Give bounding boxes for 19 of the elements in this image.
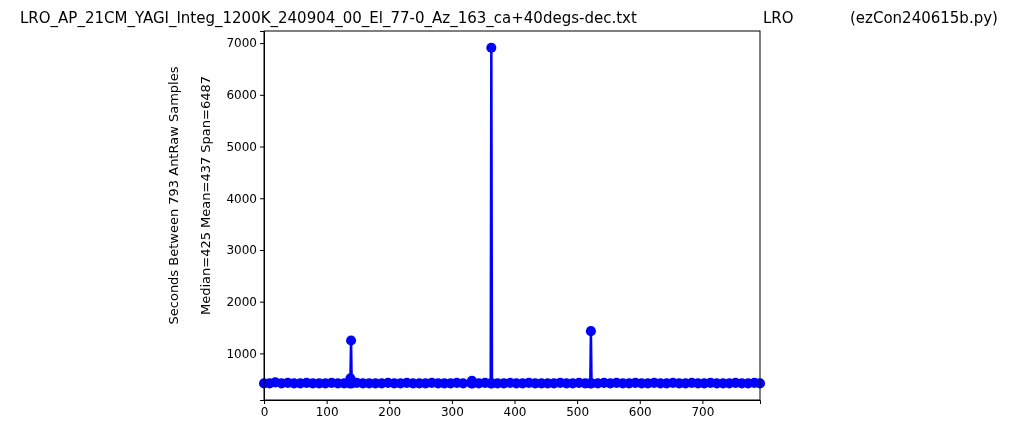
chart-title: LRO_AP_21CM_YAGI_Integ_1200K_240904_00_El_77-0_Az_163_ca+40degs-dec.txt	[20, 9, 637, 28]
x-tick-label: 500	[566, 404, 590, 419]
text: LRO	[763, 9, 794, 27]
x-tick-label: 300	[440, 404, 464, 419]
text: (ezCon240615b.py)	[850, 9, 998, 27]
x-tick-label: 600	[628, 404, 652, 419]
y-tick-label: 7000	[226, 36, 257, 51]
y-tick-label: 1000	[226, 346, 257, 361]
x-tick-label: 700	[691, 404, 715, 419]
y-tick-label: 6000	[226, 88, 257, 103]
x-tick-label: 400	[503, 404, 527, 419]
y-tick-label: 2000	[226, 295, 257, 310]
x-tick-label: 200	[378, 404, 402, 419]
y-tick-label: 3000	[226, 243, 257, 258]
text: Seconds Between 793 AntRaw Samples Median=425 Mean=437 Span=6487	[166, 66, 213, 325]
x-tick-label: 100	[315, 404, 339, 419]
x-tick-label: 0	[260, 404, 269, 419]
y-tick-label: 4000	[226, 191, 257, 206]
y-tick-label: 5000	[226, 139, 257, 154]
